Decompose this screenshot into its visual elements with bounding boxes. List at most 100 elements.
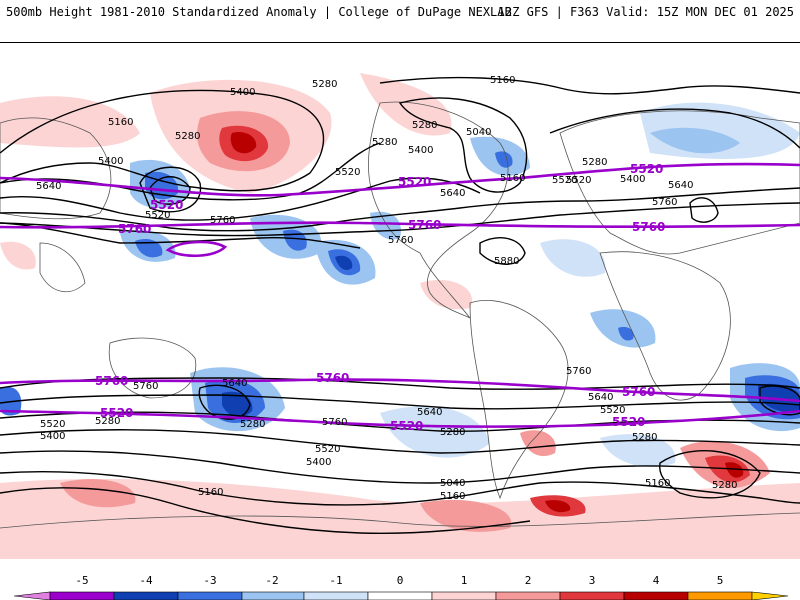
antarctica-outline	[0, 512, 800, 529]
contour-line	[149, 176, 191, 205]
magenta-label: 5520	[630, 162, 663, 176]
legend-tick: -1	[329, 574, 343, 587]
positive-anomaly-region	[360, 73, 452, 136]
anomaly-map: 5400 5280 5160 5280 5400 5640 5520 5760 …	[0, 42, 800, 559]
southeast-asia-outline	[39, 242, 86, 292]
magenta-label: 5760	[408, 218, 441, 232]
legend-swatch	[367, 591, 433, 600]
legend-tick: 4	[652, 574, 660, 587]
contour-label: 5280	[372, 137, 397, 148]
contour-label: 5280	[632, 432, 657, 443]
legend-swatch	[495, 591, 561, 600]
magenta-label: 5520	[150, 198, 183, 212]
chart-title: 500mb Height 1981-2010 Standardized Anom…	[6, 5, 512, 19]
contour-label: 5520	[566, 175, 591, 186]
contour-label: 5640	[417, 407, 442, 418]
legend-swatch	[177, 591, 243, 600]
contour-label: 5280	[712, 480, 737, 491]
contour-line	[398, 97, 528, 193]
legend-swatches	[13, 591, 789, 600]
contour-line	[549, 108, 800, 149]
contour-label: 5520	[552, 175, 577, 186]
contour-label: 5760	[388, 235, 413, 246]
legend-swatch	[751, 591, 789, 600]
magenta-5520-north	[0, 162, 800, 197]
contour-line	[0, 142, 381, 201]
anomaly-shading	[0, 73, 800, 559]
magenta-label: 5520	[398, 175, 431, 189]
contour-label: 5400	[40, 431, 65, 442]
negative-anomaly-region	[540, 239, 606, 277]
contour-label: 5400	[230, 87, 255, 98]
contour-line	[0, 177, 481, 221]
contour-label: 5520	[315, 444, 340, 455]
contour-label: 5160	[490, 75, 515, 86]
contour-label: 5760	[566, 366, 591, 377]
positive-anomaly-region	[0, 96, 140, 148]
legend-swatch	[13, 591, 51, 600]
contour-label: 5400	[408, 145, 433, 156]
eurasia-outline	[559, 110, 800, 255]
negative-anomaly-region	[380, 406, 490, 458]
positive-anomaly-region	[420, 279, 472, 310]
model-run-info: 12Z GFS | F363 Valid: 15Z MON DEC 01 202…	[497, 5, 794, 19]
strong-negative-anomaly	[335, 255, 353, 270]
magenta-label: 5520	[612, 415, 645, 429]
contour-line	[139, 166, 202, 213]
contour-label: 5760	[652, 197, 677, 208]
contour-label: 5160	[108, 117, 133, 128]
legend-swatch	[113, 591, 179, 600]
negative-anomaly-region	[650, 127, 740, 154]
positive-anomaly-region	[520, 430, 556, 457]
magenta-label: 5760	[316, 371, 349, 385]
legend-swatch	[303, 591, 369, 600]
magenta-label: 5760	[95, 374, 128, 388]
magenta-closed-contour	[165, 240, 228, 257]
magenta-5520-south	[0, 409, 800, 428]
contour-label: 5040	[440, 478, 465, 489]
contour-label: 5760	[322, 417, 347, 428]
negative-anomaly-region	[370, 211, 401, 240]
contour-label: 5160	[198, 487, 223, 498]
contour-label: 5040	[466, 127, 491, 138]
positive-anomaly-region	[0, 478, 800, 559]
contour-line	[0, 450, 800, 484]
contour-label: 5880	[494, 256, 519, 267]
contour-label: 5640	[668, 180, 693, 191]
contour-line	[0, 487, 531, 535]
positive-anomaly-region	[60, 479, 136, 508]
negative-anomaly-region	[600, 434, 676, 467]
legend-swatch	[623, 591, 689, 600]
contour-label: 5280	[582, 157, 607, 168]
north-america-outline	[368, 101, 509, 319]
contour-label: 5280	[440, 427, 465, 438]
legend-tick: 5	[716, 574, 724, 587]
contour-line	[658, 450, 761, 499]
contour-label: 5520	[145, 210, 170, 221]
contour-label: 5640	[440, 188, 465, 199]
contour-line	[689, 197, 719, 223]
reference-contour-labels: 5520 5760 5520 5760 5520 5760 5760 5760 …	[95, 162, 665, 433]
contour-line	[759, 385, 800, 416]
contour-label: 5280	[240, 419, 265, 430]
contour-label: 5160	[440, 491, 465, 502]
magenta-5760-north	[0, 221, 800, 229]
legend-swatch	[687, 591, 753, 600]
contour-label: 5640	[222, 378, 247, 389]
contour-line	[379, 76, 800, 95]
magenta-label: 5520	[390, 419, 423, 433]
continent-outlines	[0, 101, 800, 529]
contour-label: 5520	[600, 405, 625, 416]
contour-label: 5640	[588, 392, 613, 403]
contour-label: 5520	[40, 419, 65, 430]
positive-anomaly-region	[0, 241, 36, 270]
positive-anomaly-region	[420, 499, 512, 532]
legend-tick: 2	[524, 574, 532, 587]
map-canvas: 5400 5280 5160 5280 5400 5640 5520 5760 …	[0, 43, 800, 559]
magenta-5760-south	[0, 378, 800, 403]
strong-negative-anomaly	[222, 391, 253, 417]
legend-tick: -4	[139, 574, 153, 587]
contour-line	[479, 237, 526, 265]
contour-label: 5520	[335, 167, 360, 178]
contour-line	[0, 89, 325, 192]
